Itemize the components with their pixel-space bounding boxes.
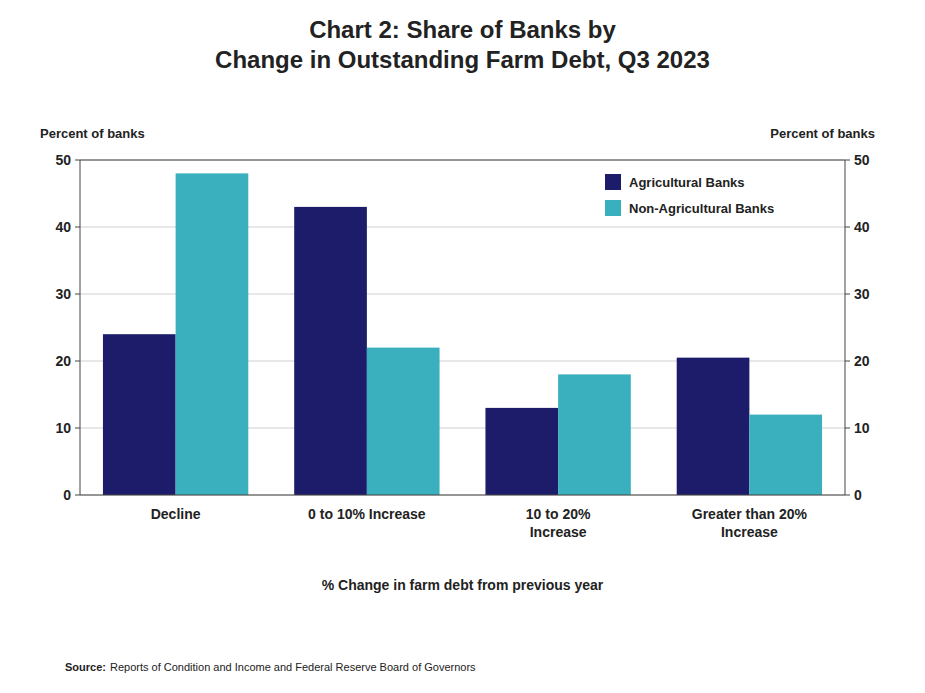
text-line: Greater than 20%	[692, 506, 808, 522]
grid-line	[80, 495, 845, 496]
chart: Chart 2: Share of Banks by Change in Outs…	[0, 0, 925, 693]
tick	[845, 495, 850, 496]
category-label: Greater than 20% Increase	[692, 506, 808, 540]
y-axis-label: Percent of banks	[40, 126, 145, 141]
category-label: 10 to 20% Increase	[526, 506, 591, 540]
bar	[677, 358, 750, 495]
x-axis: Decline 0 to 10% Increase 10 to 20% Increas…	[151, 506, 808, 540]
source-text: Reports of Condition and Income and Fede…	[110, 661, 476, 673]
tick-label: 50	[854, 152, 870, 168]
legend-swatch	[605, 200, 621, 216]
axis-line	[845, 160, 846, 495]
grid	[80, 160, 845, 495]
bar	[103, 334, 176, 495]
category-label: 0 to 10% Increase	[308, 506, 426, 522]
axis-line	[80, 160, 81, 495]
text-line: Increase	[530, 524, 587, 540]
text-line: Increase	[721, 524, 778, 540]
text-line: Change in Outstanding Farm Debt, Q3 2023	[215, 46, 710, 73]
tick	[845, 160, 850, 161]
tick	[845, 361, 850, 362]
y-axis: 0 10 20 30 40 50	[55, 152, 80, 503]
bar	[176, 173, 249, 495]
tick-label: 50	[55, 152, 71, 168]
bar	[558, 374, 631, 495]
tick	[75, 428, 80, 429]
tick-label: 40	[854, 219, 870, 235]
tick-label: 20	[854, 353, 870, 369]
bar	[485, 408, 558, 495]
legend-swatch	[605, 174, 621, 190]
tick-label: 20	[55, 353, 71, 369]
y2-axis-label: Percent of banks	[770, 126, 875, 141]
tick-label: 40	[55, 219, 71, 235]
category-label: Decline	[151, 506, 201, 522]
bar	[294, 207, 367, 495]
tick	[845, 428, 850, 429]
axis-line	[80, 495, 845, 496]
source: Source: Reports of Condition and Income a…	[65, 661, 476, 673]
text-line: Chart 2: Share of Banks by	[309, 16, 616, 43]
tick-label: 10	[854, 420, 870, 436]
grid-line	[80, 160, 845, 161]
bars	[103, 173, 822, 495]
tick-label: 0	[854, 487, 862, 503]
tick	[845, 227, 850, 228]
legend-label: Agricultural Banks	[629, 175, 745, 190]
text-line: 0 to 10% Increase	[308, 506, 426, 522]
legend-label: Non-Agricultural Banks	[629, 201, 774, 216]
tick	[75, 160, 80, 161]
source-label: Source:	[65, 661, 106, 673]
tick	[845, 294, 850, 295]
tick	[75, 495, 80, 496]
tick-label: 10	[55, 420, 71, 436]
tick	[75, 294, 80, 295]
title: Chart 2: Share of Banks by Change in Outs…	[215, 16, 710, 73]
x-axis-label: % Change in farm debt from previous year	[322, 577, 604, 593]
bar	[749, 415, 822, 495]
bar	[367, 348, 440, 495]
legend: Agricultural Banks Non-Agricultural Banks	[605, 174, 774, 216]
text-line: 10 to 20%	[526, 506, 591, 522]
tick-label: 0	[63, 487, 71, 503]
axis-line	[80, 160, 845, 161]
tick-label: 30	[55, 286, 71, 302]
text-line: Decline	[151, 506, 201, 522]
tick-label: 30	[854, 286, 870, 302]
tick	[75, 361, 80, 362]
y2-axis: 0 10 20 30 40 50	[845, 152, 870, 503]
tick	[75, 227, 80, 228]
